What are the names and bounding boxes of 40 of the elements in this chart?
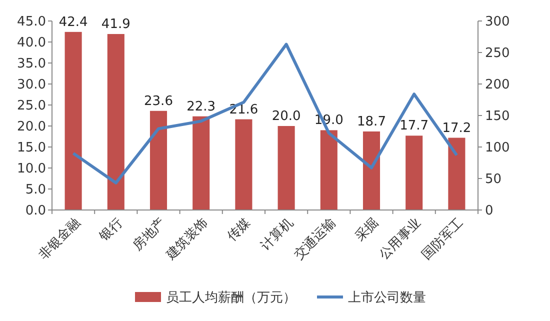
text: 17.2 — [442, 120, 472, 136]
y2-tick-label: 250 — [485, 46, 510, 62]
y-tick-label: 30.0 — [17, 78, 46, 93]
bar — [150, 110, 168, 210]
y2-tick-label: 0 — [485, 204, 494, 219]
y-tick-label: 25.0 — [17, 98, 46, 114]
text: 42.4 — [58, 14, 88, 30]
bar — [406, 136, 423, 210]
bar — [278, 126, 295, 210]
x-tick-label: 传媒 — [224, 215, 254, 244]
bar — [64, 32, 82, 210]
bar — [107, 34, 124, 210]
text: 22.3 — [186, 99, 216, 114]
y-tick-label: 10.0 — [17, 162, 46, 177]
y-tick-label: 40.0 — [17, 36, 46, 51]
y2-tick-label: 50 — [485, 172, 502, 188]
y-tick-label: 5.0 — [25, 182, 46, 198]
legend-label: 员工人均薪酬（万元） — [166, 290, 296, 306]
y2-tick-label: 150 — [485, 109, 510, 124]
legend-label: 上市公司数量 — [348, 290, 426, 306]
text: 23.6 — [144, 94, 173, 109]
y2-tick-label: 100 — [485, 140, 510, 156]
bar — [235, 119, 252, 210]
y2-tick-label: 300 — [485, 14, 510, 30]
bar — [320, 130, 338, 210]
y-tick-label: 35.0 — [17, 56, 46, 72]
x-tick-label: 银行 — [96, 215, 126, 246]
bar — [192, 116, 210, 210]
bar — [362, 131, 380, 210]
y2-tick-label: 200 — [485, 78, 510, 93]
text: 18.7 — [357, 114, 386, 130]
text: 41.9 — [101, 17, 130, 32]
x-tick-label: 建筑装饰 — [163, 215, 212, 264]
x-tick-label: 采掘 — [352, 215, 382, 244]
bar — [448, 138, 466, 210]
y-tick-label: 15.0 — [17, 140, 46, 156]
y-tick-label: 20.0 — [17, 120, 46, 135]
text: 20.0 — [272, 109, 301, 124]
y-tick-label: 45.0 — [17, 14, 46, 30]
text: 17.7 — [400, 118, 429, 134]
